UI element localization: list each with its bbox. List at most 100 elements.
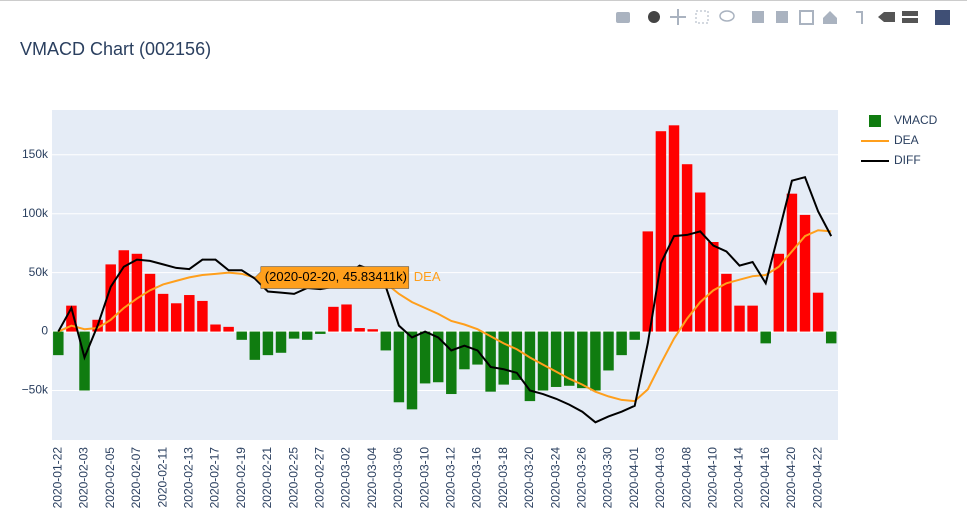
x-tick-label: 2020-03-02 <box>339 447 353 509</box>
x-tick-label: 2020-02-11 <box>155 447 169 508</box>
x-tick-label: 2020-03-24 <box>548 447 562 509</box>
hover-box <box>254 266 410 289</box>
bar <box>131 253 143 332</box>
bar <box>681 164 693 332</box>
hover-compare-icon[interactable] <box>902 11 918 16</box>
bar <box>799 214 811 332</box>
x-tick-label: 2020-03-26 <box>574 447 588 509</box>
x-tick-label: 2020-04-01 <box>627 447 641 509</box>
bar <box>825 331 837 344</box>
reset-icon[interactable] <box>823 11 837 24</box>
y-tick-label: 150k <box>22 147 49 161</box>
bar <box>105 264 116 332</box>
x-tick-label: 2020-03-10 <box>417 447 431 509</box>
autoscale-icon[interactable] <box>799 10 814 25</box>
bar <box>157 293 169 332</box>
x-tick-label: 2020-02-07 <box>129 447 143 509</box>
bar <box>524 331 536 402</box>
bar <box>406 331 418 410</box>
bar <box>79 331 90 391</box>
x-tick-label: 2020-04-14 <box>732 447 746 509</box>
hover-label: (2020-02-20, 45.83411k) <box>265 269 407 284</box>
bar <box>668 125 680 332</box>
hover-closest-icon[interactable] <box>878 12 895 22</box>
bar <box>66 305 77 332</box>
bar <box>328 306 339 332</box>
top-border <box>0 0 967 1</box>
x-tick-label: 2020-03-16 <box>470 447 484 509</box>
line-dea <box>57 229 832 403</box>
plot-background <box>52 110 838 440</box>
bar <box>223 326 234 332</box>
x-tick-label: 2020-03-04 <box>365 447 379 509</box>
bar <box>144 273 156 332</box>
hover-compare-icon-2[interactable] <box>902 18 918 23</box>
zoom-icon[interactable] <box>648 11 660 23</box>
zoom-in-icon[interactable] <box>752 11 764 23</box>
y-tick-label: 100k <box>22 206 49 220</box>
legend-label: VMACD <box>894 113 938 127</box>
y-tick-label: 50k <box>29 265 49 279</box>
bar <box>603 331 614 371</box>
legend-swatch <box>869 115 881 127</box>
pan-icon[interactable] <box>670 9 686 25</box>
x-tick-label: 2020-02-25 <box>286 447 300 509</box>
bar <box>432 331 444 383</box>
x-tick-label: 2020-04-10 <box>705 447 719 509</box>
x-tick-label: 2020-04-22 <box>810 447 824 509</box>
x-tick-label: 2020-02-03 <box>77 447 91 509</box>
bar <box>734 305 745 332</box>
bar <box>537 331 549 391</box>
bar <box>301 331 313 340</box>
x-tick-label: 2020-04-08 <box>679 447 693 509</box>
zoom-out-icon[interactable] <box>776 11 788 23</box>
bar <box>184 295 195 332</box>
x-tick-label: 2020-02-13 <box>181 447 195 509</box>
bar <box>446 331 457 395</box>
bar <box>341 304 352 332</box>
hover-series: DEA <box>414 269 441 284</box>
bar <box>642 231 654 332</box>
bar <box>550 331 562 387</box>
legend-label: DEA <box>894 133 919 147</box>
bar <box>236 331 247 340</box>
bar <box>275 331 287 353</box>
bar <box>197 300 208 332</box>
x-tick-label: 2020-03-30 <box>601 447 615 509</box>
bar <box>563 331 575 386</box>
bar <box>511 331 523 380</box>
bar <box>315 331 326 334</box>
plotly-logo[interactable] <box>935 10 950 25</box>
bar <box>472 331 483 365</box>
x-tick-label: 2020-01-22 <box>50 447 64 509</box>
x-tick-label: 2020-02-21 <box>260 447 274 509</box>
bar <box>694 192 706 332</box>
bar <box>249 331 261 360</box>
bar <box>210 324 221 332</box>
x-tick-label: 2020-03-20 <box>522 447 536 509</box>
bar <box>721 273 732 332</box>
bar <box>786 193 798 332</box>
camera-icon[interactable] <box>616 12 630 23</box>
bar <box>288 331 300 339</box>
bar <box>616 331 627 356</box>
modebar[interactable] <box>616 9 950 25</box>
line-diff <box>57 175 833 424</box>
bar <box>419 331 431 384</box>
bar <box>747 305 758 332</box>
lasso-icon[interactable] <box>719 10 735 22</box>
x-tick-label: 2020-03-12 <box>443 447 457 509</box>
bar <box>708 242 719 332</box>
y-tick-label: 0 <box>41 324 48 338</box>
x-tick-label: 2020-03-06 <box>391 447 405 509</box>
x-tick-label: 2020-04-20 <box>784 447 798 509</box>
x-tick-label: 2020-03-18 <box>496 447 510 509</box>
bar <box>262 331 274 356</box>
bar <box>393 331 405 403</box>
bar <box>118 250 130 332</box>
bar <box>354 328 365 332</box>
box-select-icon[interactable] <box>695 10 709 24</box>
x-tick-label: 2020-02-27 <box>312 447 326 509</box>
spike-icon[interactable] <box>856 11 863 24</box>
